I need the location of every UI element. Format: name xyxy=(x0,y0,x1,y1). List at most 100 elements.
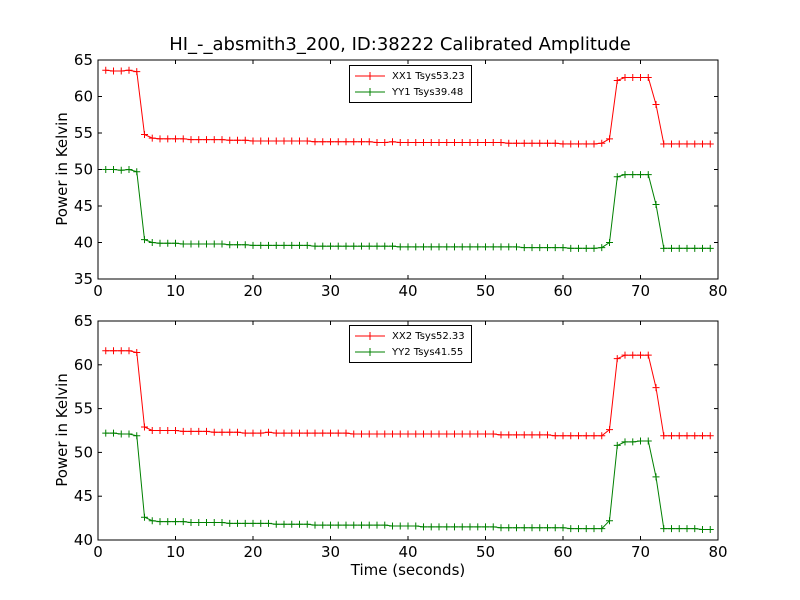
top-series-2-point xyxy=(241,241,249,249)
top-series-2-point xyxy=(458,243,466,251)
top-series-1-point xyxy=(582,140,590,148)
top-series-1-point xyxy=(381,138,389,146)
bottom-legend: XX2 Tsys52.33 YY2 Tsys41.55 xyxy=(349,325,472,363)
top-legend: XX1 Tsys53.23 YY1 Tsys39.48 xyxy=(349,65,472,103)
top-series-2-point xyxy=(427,243,435,251)
bottom-series-2-point xyxy=(652,473,660,481)
bottom-series-1-point xyxy=(412,430,420,438)
top-series-1-point xyxy=(179,135,187,143)
bottom-y-tick-label: 40 xyxy=(74,531,93,549)
top-series-1-point xyxy=(505,139,513,147)
bottom-series-1-point xyxy=(443,430,451,438)
bottom-series-2-point xyxy=(629,438,637,446)
top-series-1-point xyxy=(513,139,520,147)
top-series-2-point xyxy=(133,168,141,176)
bottom-series-2-point xyxy=(327,521,334,529)
top-series-1-point xyxy=(629,74,637,82)
top-series-2-point xyxy=(629,171,637,179)
top-series-1-point xyxy=(551,139,559,147)
top-series-2-point xyxy=(311,242,319,250)
bottom-series-1-point xyxy=(629,351,637,359)
bottom-series-1-point xyxy=(358,430,365,438)
bottom-series-1-point xyxy=(210,428,218,436)
top-series-2-point xyxy=(621,171,629,179)
bottom-x-tick-label: 10 xyxy=(166,543,185,561)
bottom-series-2-point xyxy=(489,523,497,531)
top-series-1-point xyxy=(660,140,668,148)
bottom-series-2-point xyxy=(125,430,133,438)
bottom-series-1-point xyxy=(381,430,389,438)
top-series-1-point xyxy=(288,137,296,145)
top-series-2-point xyxy=(598,244,606,252)
bottom-series-1-point xyxy=(544,431,551,439)
bottom-series-2-point xyxy=(172,518,179,526)
top-y-tick-label: 60 xyxy=(74,88,93,106)
top-series-2-point xyxy=(443,243,451,251)
top-series-2-point xyxy=(420,243,427,251)
bottom-series-1-point xyxy=(342,429,350,437)
top-series-1-point xyxy=(520,139,528,147)
bottom-series-2-point xyxy=(443,523,451,531)
legend-swatch-green xyxy=(355,88,385,96)
top-series-2-point xyxy=(280,241,288,249)
top-series-2-point xyxy=(683,244,691,252)
bottom-series-2-point xyxy=(234,519,241,527)
bottom-series-1-point xyxy=(311,429,319,437)
top-x-tick-label: 20 xyxy=(243,282,262,300)
top-series-1-point xyxy=(427,138,435,146)
bottom-series-1-point xyxy=(272,429,280,437)
bottom-series-1-point xyxy=(699,432,706,440)
bottom-series-2-point xyxy=(404,522,412,530)
bottom-series-2-point xyxy=(474,523,482,531)
top-series-1-point xyxy=(358,138,365,146)
bottom-series-2-point xyxy=(280,520,288,528)
top-series-1-point xyxy=(474,138,482,146)
bottom-series-1-point xyxy=(148,427,156,434)
top-series-2-point xyxy=(544,244,551,252)
top-y-tick-label: 40 xyxy=(74,234,93,252)
top-series-1-point xyxy=(683,140,691,148)
bottom-series-2-point xyxy=(520,524,528,532)
top-series-1-point xyxy=(482,138,489,146)
bottom-series-1-point xyxy=(675,432,683,440)
top-x-tick-label: 50 xyxy=(476,282,495,300)
bottom-series-2-point xyxy=(598,525,606,533)
bottom-series-1-point xyxy=(575,432,582,440)
bottom-series-1-line xyxy=(105,350,711,437)
bottom-series-2-point xyxy=(551,524,559,532)
top-y-tick-label: 35 xyxy=(74,270,93,288)
top-x-tick-label: 70 xyxy=(631,282,650,300)
bottom-series-2-point xyxy=(117,430,125,438)
top-series-1-point xyxy=(125,66,133,74)
bottom-series-1-point xyxy=(365,430,373,438)
legend-swatch-red xyxy=(355,72,385,80)
bottom-series-2-point xyxy=(210,518,218,526)
top-series-2-point xyxy=(226,241,234,249)
bottom-series-1-point xyxy=(241,429,249,437)
bottom-series-2-point xyxy=(559,524,567,532)
top-series-2-point xyxy=(668,244,675,252)
legend-entry-xx1: XX1 Tsys53.23 xyxy=(354,68,465,84)
bottom-series-2-point xyxy=(675,525,683,533)
bottom-series-1-point xyxy=(520,431,528,439)
legend-entry-xx2: XX2 Tsys52.33 xyxy=(354,328,465,344)
bottom-series-2-point xyxy=(435,523,443,531)
bottom-series-2-point xyxy=(358,521,365,529)
top-x-tick-label: 60 xyxy=(553,282,572,300)
top-series-1-point xyxy=(575,140,582,148)
top-series-1-point xyxy=(342,138,350,146)
top-series-1-point xyxy=(567,140,575,148)
bottom-series-2-point xyxy=(621,438,629,446)
bottom-series-1-point xyxy=(451,430,458,438)
bottom-x-tick-label: 40 xyxy=(398,543,417,561)
top-series-2-point xyxy=(218,240,226,248)
bottom-series-2-point xyxy=(110,429,117,437)
top-x-tick-label: 30 xyxy=(321,282,340,300)
top-series-2-point xyxy=(296,241,303,249)
top-series-2-point xyxy=(505,243,513,251)
legend-label: XX1 Tsys53.23 xyxy=(392,70,465,82)
bottom-series-1-point xyxy=(164,427,172,434)
top-series-2-point xyxy=(559,244,567,252)
bottom-series-2-point xyxy=(265,519,272,527)
